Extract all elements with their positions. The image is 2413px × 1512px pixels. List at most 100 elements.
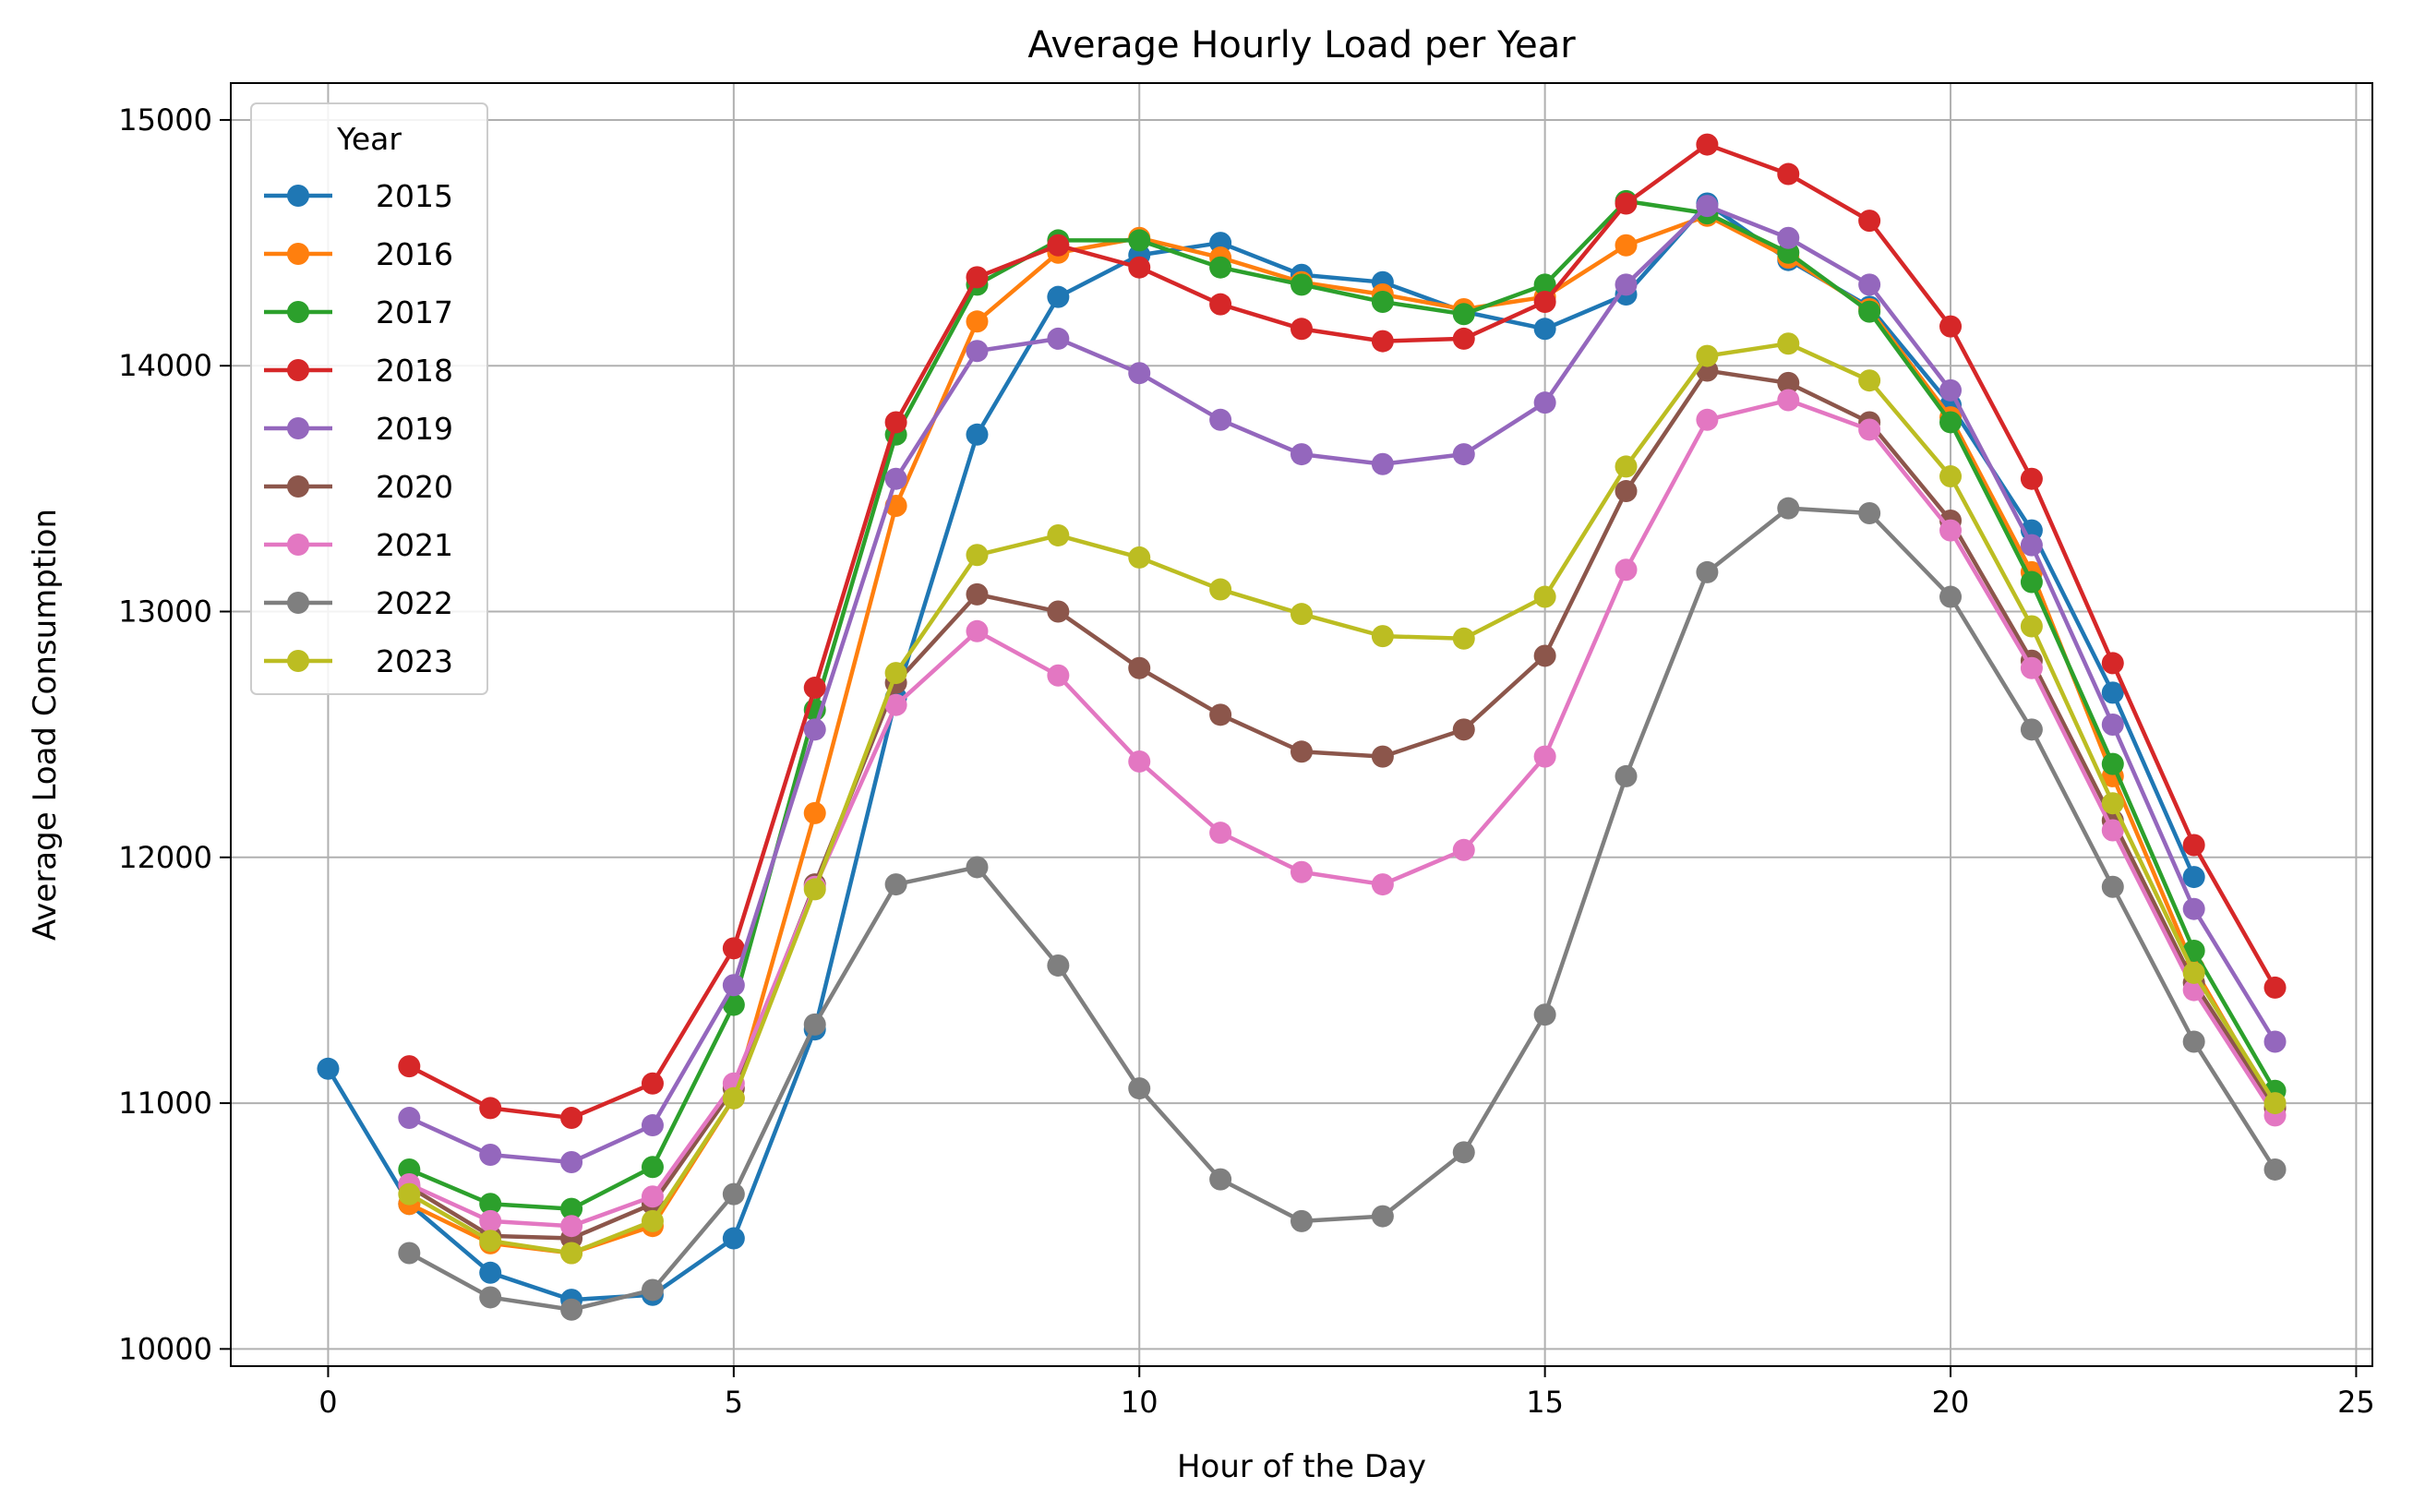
data-point	[479, 1286, 502, 1309]
legend-swatch-marker	[287, 417, 309, 439]
series-2022	[398, 497, 2287, 1321]
data-point	[1777, 332, 1800, 355]
data-point	[1858, 369, 1881, 392]
data-point	[2020, 467, 2043, 490]
data-point	[1452, 327, 1475, 350]
x-axis-label: Hour of the Day	[1177, 1448, 1426, 1485]
data-point	[966, 340, 989, 363]
data-point	[1209, 293, 1232, 316]
data-point	[1371, 625, 1394, 648]
data-point	[1209, 578, 1232, 601]
data-point	[641, 1185, 664, 1208]
y-tick-label: 12000	[118, 840, 212, 875]
data-point	[479, 1261, 502, 1284]
data-point	[1452, 627, 1475, 650]
legend-entry: 2019	[264, 411, 453, 447]
legend-swatch-marker	[287, 534, 309, 556]
series-line	[408, 198, 2277, 1211]
data-point	[1371, 330, 1394, 353]
data-point	[1858, 501, 1881, 524]
data-point	[1371, 873, 1394, 896]
data-point	[1533, 644, 1556, 667]
legend-label: 2018	[376, 353, 453, 389]
data-point	[1615, 480, 1638, 503]
data-point	[884, 411, 907, 434]
legend-label: 2019	[376, 411, 453, 447]
series-2018	[398, 133, 2287, 1130]
y-tick-label: 15000	[118, 102, 212, 138]
data-point	[966, 582, 989, 606]
data-point	[2263, 1158, 2287, 1181]
data-point	[1291, 860, 1313, 883]
legend-label: 2020	[376, 469, 453, 505]
data-point	[1939, 585, 1963, 608]
data-point	[398, 1182, 421, 1206]
data-point	[479, 1097, 502, 1120]
legend: Year 2015 2016 2017 2018 2019 2020 2021 2022 2023	[250, 102, 488, 695]
y-tick-label: 10000	[118, 1331, 212, 1366]
data-point	[317, 1057, 340, 1080]
data-point	[2101, 681, 2124, 704]
data-point	[479, 1193, 502, 1216]
series-line	[408, 342, 2277, 1255]
legend-entry: 2016	[264, 236, 453, 272]
data-point	[1128, 546, 1151, 569]
data-point	[560, 1298, 583, 1321]
data-point	[2101, 792, 2124, 815]
data-point	[2101, 752, 2124, 775]
data-point	[2263, 976, 2287, 999]
data-point	[722, 937, 745, 960]
legend-entry: 2017	[264, 294, 453, 330]
data-point	[1696, 408, 1719, 431]
y-tick-label: 11000	[118, 1086, 212, 1121]
data-point	[1615, 273, 1638, 296]
data-point	[2263, 1030, 2287, 1053]
data-point	[1615, 558, 1638, 582]
data-point	[1209, 408, 1232, 431]
data-point	[560, 1197, 583, 1220]
x-tick-label: 0	[318, 1385, 337, 1420]
legend-entry: 2020	[264, 469, 453, 505]
data-point	[1452, 838, 1475, 861]
data-point	[803, 677, 826, 700]
series-2019	[398, 195, 2287, 1173]
data-point	[1128, 256, 1151, 279]
data-point	[884, 693, 907, 716]
data-point	[1047, 285, 1070, 308]
data-point	[803, 718, 826, 741]
data-point	[1047, 234, 1070, 257]
data-point	[722, 974, 745, 997]
data-point	[2020, 570, 2043, 594]
data-point	[1128, 656, 1151, 679]
legend-swatch-marker	[287, 359, 309, 381]
data-point	[2101, 819, 2124, 842]
y-axis-label: Average Load Consumption	[27, 509, 64, 941]
data-point	[1615, 234, 1638, 257]
data-point	[1452, 718, 1475, 741]
data-point	[2182, 961, 2205, 984]
data-point	[1047, 954, 1070, 977]
data-point	[560, 1215, 583, 1238]
legend-entry: 2022	[264, 585, 453, 621]
series-line	[408, 506, 2277, 1313]
legend-entry: 2018	[264, 353, 453, 389]
series-line	[408, 398, 2277, 1229]
data-point	[1209, 703, 1232, 726]
data-point	[1128, 362, 1151, 385]
data-point	[641, 1072, 664, 1095]
data-point	[1533, 745, 1556, 768]
data-point	[1291, 603, 1313, 626]
data-point	[2182, 897, 2205, 920]
series-layer	[317, 133, 2287, 1321]
data-point	[1371, 452, 1394, 475]
legend-label: 2015	[376, 178, 453, 214]
data-point	[803, 878, 826, 901]
legend-entry: 2023	[264, 643, 453, 679]
data-point	[1533, 273, 1556, 296]
y-tick-label: 13000	[118, 594, 212, 630]
chart-title: Average Hourly Load per Year	[1027, 24, 1576, 66]
data-point	[641, 1278, 664, 1302]
data-point	[2182, 866, 2205, 889]
data-point	[1209, 256, 1232, 279]
data-point	[884, 873, 907, 896]
